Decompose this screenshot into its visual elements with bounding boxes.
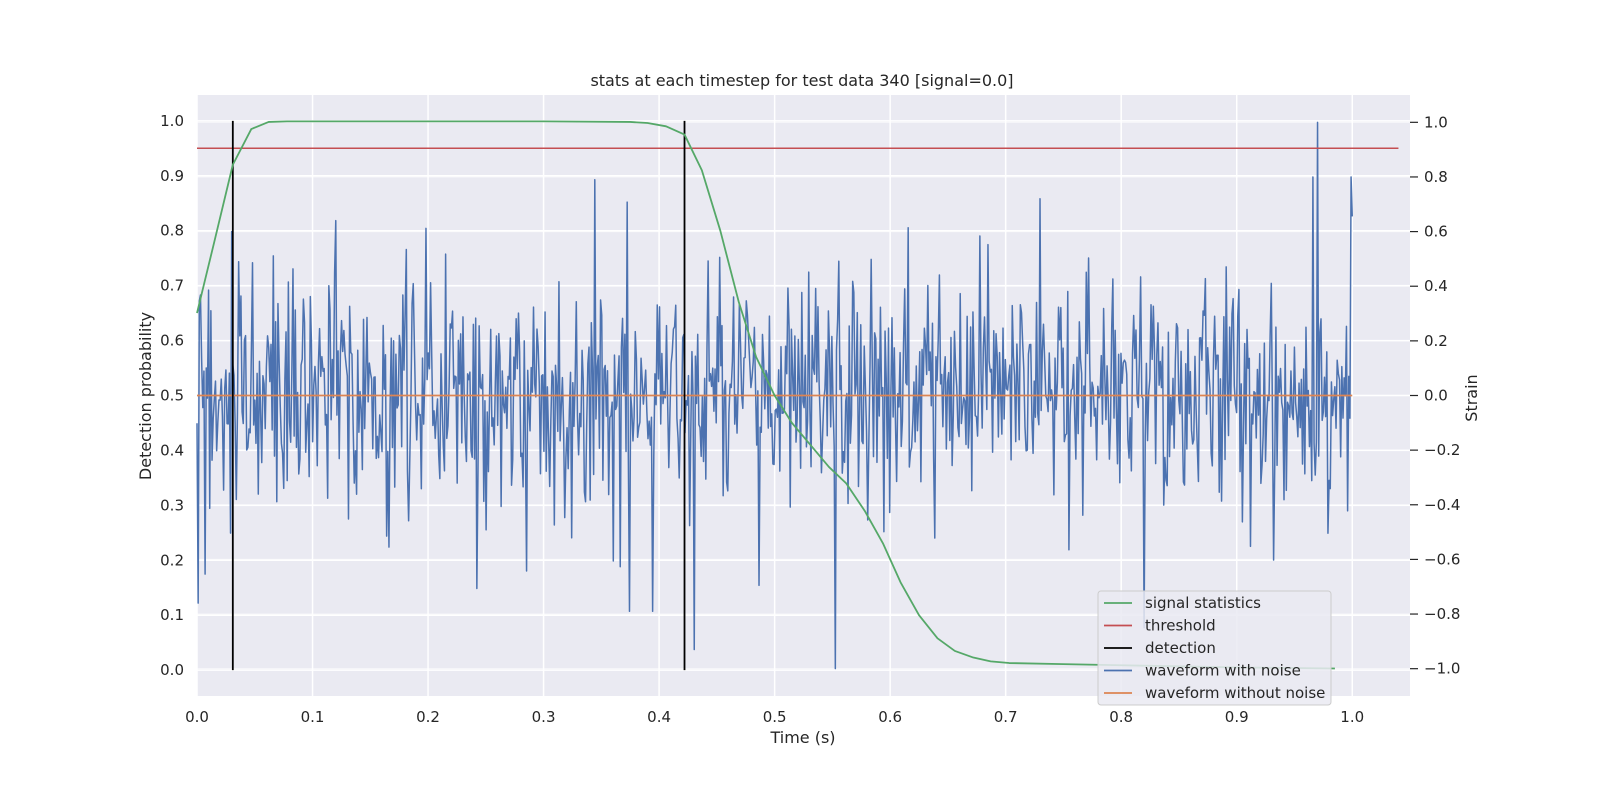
x-tick-label: 0.5 <box>763 708 787 726</box>
y-tick-label: 1.0 <box>160 112 184 130</box>
x-tick-label: 0.4 <box>647 708 671 726</box>
y2-tick-label: −1.0 <box>1424 660 1460 678</box>
y2-tick-label: 0.6 <box>1424 223 1448 241</box>
y2-tick-label: −0.4 <box>1424 496 1460 514</box>
y-tick-label: 0.9 <box>160 167 184 185</box>
legend-box <box>1097 590 1332 706</box>
legend: signal statistics threshold detection wavef… <box>1097 590 1332 706</box>
y2-tick-label: 0.8 <box>1424 168 1448 186</box>
y2-tick-label: 0.0 <box>1424 387 1448 405</box>
legend-label: waveform without noise <box>1145 684 1325 702</box>
y-axis-title: Detection probability <box>136 312 155 480</box>
x-tick-label: 0.0 <box>185 708 209 726</box>
legend-label: signal statistics <box>1145 594 1261 612</box>
x-tick-label: 0.3 <box>532 708 556 726</box>
x-tick-label: 0.6 <box>878 708 902 726</box>
series-layer <box>196 120 1399 671</box>
y2-tick-label: −0.2 <box>1424 441 1460 459</box>
y-tick-label: 0.0 <box>160 661 184 679</box>
y-tick-label: 0.8 <box>160 222 184 240</box>
x-tick-label: 0.8 <box>1109 708 1133 726</box>
series-signal-statistics <box>196 120 1335 670</box>
x-tick-label: 0.2 <box>416 708 440 726</box>
y-tick-label: 0.4 <box>160 441 184 459</box>
y-tick-label: 0.2 <box>160 551 184 569</box>
x-axis-title: Time (s) <box>769 728 835 747</box>
y2-tick-label: 1.0 <box>1424 113 1448 131</box>
y-tick-label: 0.1 <box>160 606 184 624</box>
y-tick-label: 0.3 <box>160 496 184 514</box>
legend-label: detection <box>1145 639 1216 657</box>
x-tick-label: 0.9 <box>1225 708 1249 726</box>
x-tick-label: 0.7 <box>994 708 1018 726</box>
y2-tick-label: −0.8 <box>1424 605 1460 623</box>
y-tick-label: 0.5 <box>160 387 184 405</box>
series-waveform-with-noise <box>196 121 1353 670</box>
x-tick-label: 0.1 <box>301 708 325 726</box>
y2-axis-title: Strain <box>1462 374 1481 421</box>
y-tick-label: 0.7 <box>160 277 184 295</box>
y2-tick-label: −0.6 <box>1424 550 1460 568</box>
y-tick-label: 0.6 <box>160 332 184 350</box>
axes: 0.0 0.1 0.2 0.3 0.4 0.5 0.6 0.7 0.8 0.9 1.0 0.0 0.1 0… <box>160 112 1460 726</box>
y2-tick-label: 0.2 <box>1424 332 1448 350</box>
x-tick-label: 1.0 <box>1340 708 1364 726</box>
legend-label: waveform with noise <box>1145 662 1301 680</box>
legend-label: threshold <box>1145 617 1216 635</box>
chart-title: stats at each timestep for test data 340… <box>590 71 1013 90</box>
y2-tick-label: 0.4 <box>1424 277 1448 295</box>
